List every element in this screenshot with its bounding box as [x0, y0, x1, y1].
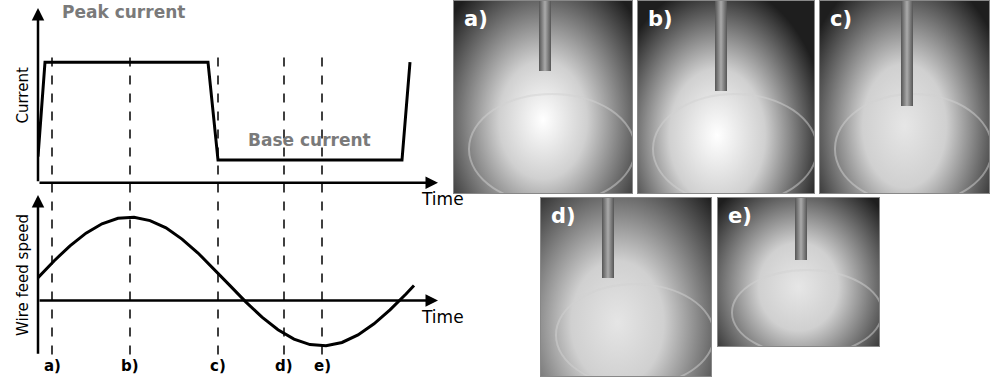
svg-text:a): a)	[44, 357, 61, 375]
html-text:b): b)	[648, 7, 673, 31]
svg-text:b): b)	[121, 357, 139, 375]
html-text:d): d)	[551, 204, 576, 228]
html-text:a): a)	[464, 7, 488, 31]
svg-text:e): e)	[314, 357, 331, 375]
svg-text:d): d)	[275, 357, 293, 375]
svg-text:Time: Time	[422, 189, 464, 209]
svg-text:Current: Current	[14, 67, 32, 123]
svg-text:Base current: Base current	[248, 130, 371, 150]
html-text:e): e)	[728, 204, 752, 228]
svg-text:Peak current: Peak current	[62, 2, 185, 22]
svg-text:c): c)	[210, 357, 226, 375]
svg-text:Time: Time	[421, 307, 464, 327]
svg-text:Wire feed speed: Wire feed speed	[14, 214, 32, 336]
html-text:c): c)	[830, 7, 852, 31]
